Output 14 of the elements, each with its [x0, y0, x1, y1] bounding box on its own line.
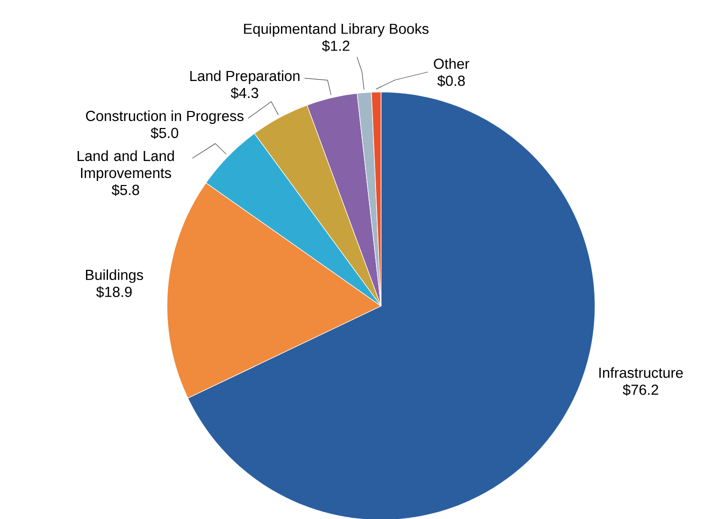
slice-label: Buildings [86, 269, 144, 283]
data-label: $4.3 [230, 87, 258, 99]
slice-label: Other [434, 58, 470, 69]
data-label: $5.0 [150, 127, 178, 139]
slice-label: Land Preparation [190, 70, 300, 84]
data-label: $76.2 [622, 384, 658, 396]
slice-label: Infrastructure [599, 367, 683, 378]
data-label: $1.2 [322, 40, 350, 52]
data-label: $18.9 [96, 286, 132, 298]
slice-label: Land and Land Improvements [78, 150, 174, 181]
slice-label: Construction in Progress [86, 110, 244, 124]
data-label: $0.8 [437, 75, 465, 87]
slice-label: Equipmentand Library Books [244, 23, 429, 37]
data-label: $5.8 [112, 184, 140, 196]
